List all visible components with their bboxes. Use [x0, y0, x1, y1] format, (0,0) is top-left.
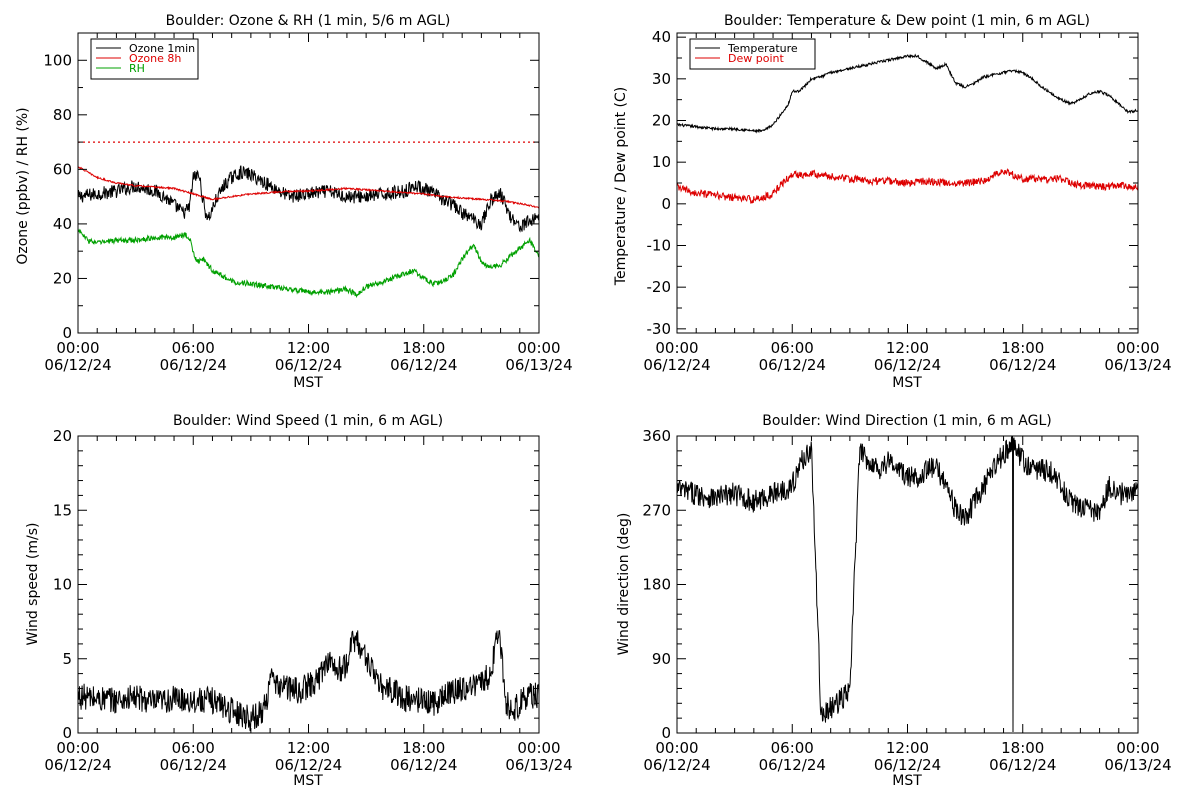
ozone-rh-xtick-time-label: 00:00	[56, 339, 99, 357]
wind-speed-plot-frame	[77, 435, 540, 734]
wind-direction-ytick-label: 180	[642, 576, 671, 594]
ozone-rh-xtick-time-label: 18:00	[402, 339, 445, 357]
wind-direction-xtick-date-label: 06/12/24	[759, 756, 826, 774]
wind-direction-xtick-time-label: 12:00	[886, 739, 929, 757]
temp-dew-ytick-label: 30	[652, 70, 671, 88]
temp-dew-panel: Boulder: Temperature & Dew point (1 min,…	[613, 13, 1172, 391]
ozone-rh-legend-label: RH	[129, 62, 145, 75]
temp-dew-ytick-label: 0	[661, 195, 671, 213]
wind-direction-xtick-time-label: 18:00	[1001, 739, 1044, 757]
ozone-rh-xtick-time-label: 00:00	[517, 339, 560, 357]
wind-direction-ytick-label: 270	[642, 501, 671, 519]
ozone-rh-series-1	[78, 166, 539, 209]
wind-direction-title: Boulder: Wind Direction (1 min, 6 m AGL)	[762, 413, 1051, 429]
ozone-rh-xtick-time-label: 12:00	[287, 339, 330, 357]
temp-dew-series-1	[677, 167, 1138, 204]
temp-dew-legend	[689, 38, 816, 70]
temp-dew-ytick-label: -20	[647, 278, 672, 296]
wind-speed-xtick-date-label: 06/12/24	[44, 756, 111, 774]
wind-direction-xtick-time-label: 00:00	[655, 739, 698, 757]
ozone-rh-ytick-label: 0	[62, 324, 72, 342]
ozone-rh-xlabel: MST	[293, 375, 323, 391]
ozone-rh-xtick-date-label: 06/12/24	[275, 356, 342, 374]
temp-dew-xtick-time-label: 18:00	[1001, 339, 1044, 357]
ozone-rh-ytick-label: 60	[53, 160, 72, 178]
wind-direction-ylabel: Wind direction (deg)	[616, 513, 632, 656]
wind-speed-xtick-date-label: 06/12/24	[390, 756, 457, 774]
temp-dew-ytick-label: 40	[652, 28, 671, 46]
ozone-rh-ytick-label: 20	[53, 269, 72, 287]
temp-dew-xtick-date-label: 06/12/24	[874, 356, 941, 374]
temp-dew-ylabel: Temperature / Dew point (C)	[613, 87, 629, 286]
wind-speed-ytick-label: 20	[53, 427, 72, 445]
ozone-rh-xtick-date-label: 06/13/24	[505, 356, 572, 374]
ozone-rh-legend-label: Ozone 1min	[129, 42, 195, 55]
wind-direction-xlabel: MST	[892, 773, 922, 789]
wind-speed-xlabel: MST	[293, 773, 323, 789]
wind-speed-xtick-time-label: 12:00	[287, 739, 330, 757]
temp-dew-xlabel: MST	[892, 375, 922, 391]
temp-dew-xtick-time-label: 06:00	[771, 339, 814, 357]
wind-speed-xtick-time-label: 18:00	[402, 739, 445, 757]
wind-speed-ytick-label: 0	[62, 724, 72, 742]
temp-dew-xtick-time-label: 00:00	[1116, 339, 1159, 357]
wind-direction-xtick-date-label: 06/12/24	[643, 756, 710, 774]
ozone-rh-ytick-label: 80	[53, 106, 72, 124]
temp-dew-xtick-time-label: 12:00	[886, 339, 929, 357]
temp-dew-series-0	[677, 53, 1138, 134]
temp-dew-ytick-label: -10	[647, 237, 672, 255]
ozone-rh-xtick-date-label: 06/12/24	[160, 356, 227, 374]
wind-direction-ytick-label: 90	[652, 650, 671, 668]
wind-direction-ytick-label: 0	[661, 724, 671, 742]
ozone-rh-panel: Boulder: Ozone & RH (1 min, 5/6 m AGL) M…	[15, 13, 573, 391]
ozone-rh-series-0	[78, 165, 539, 233]
ozone-rh-xtick-time-label: 06:00	[172, 339, 215, 357]
wind-direction-panel: Boulder: Wind Direction (1 min, 6 m AGL)…	[616, 413, 1172, 789]
temp-dew-xtick-date-label: 06/13/24	[1104, 356, 1171, 374]
wind-speed-xtick-date-label: 06/12/24	[275, 756, 342, 774]
wind-direction-ytick-label: 360	[642, 427, 671, 445]
temp-dew-xtick-time-label: 00:00	[655, 339, 698, 357]
wind-speed-xtick-date-label: 06/12/24	[160, 756, 227, 774]
temp-dew-ytick-label: 10	[652, 153, 671, 171]
ozone-rh-legend-label: Ozone 8h	[129, 52, 181, 65]
wind-speed-xtick-date-label: 06/13/24	[505, 756, 572, 774]
wind-speed-ylabel: Wind speed (m/s)	[25, 523, 41, 646]
temp-dew-xtick-date-label: 06/12/24	[989, 356, 1056, 374]
ozone-rh-series-2	[78, 228, 539, 299]
wind-speed-xtick-time-label: 00:00	[56, 739, 99, 757]
wind-direction-series-0	[677, 436, 1138, 733]
temp-dew-legend-label: Dew point	[728, 52, 784, 65]
ozone-rh-xtick-date-label: 06/12/24	[44, 356, 111, 374]
ozone-rh-ytick-label: 100	[43, 51, 72, 69]
wind-speed-series-0	[78, 630, 539, 732]
temp-dew-xtick-date-label: 06/12/24	[759, 356, 826, 374]
ozone-rh-title: Boulder: Ozone & RH (1 min, 5/6 m AGL)	[166, 13, 451, 29]
wind-speed-ytick-label: 10	[53, 576, 72, 594]
wind-speed-ytick-label: 15	[53, 501, 72, 519]
wind-direction-xtick-date-label: 06/13/24	[1104, 756, 1171, 774]
temp-dew-ytick-label: -30	[647, 320, 672, 338]
temp-dew-ytick-label: 20	[652, 112, 671, 130]
wind-speed-xtick-time-label: 06:00	[172, 739, 215, 757]
ozone-rh-xtick-date-label: 06/12/24	[390, 356, 457, 374]
wind-direction-xtick-time-label: 00:00	[1116, 739, 1159, 757]
ozone-rh-ytick-label: 40	[53, 215, 72, 233]
temp-dew-legend-label: Temperature	[727, 42, 798, 55]
ozone-rh-legend	[90, 38, 199, 80]
wind-speed-xtick-time-label: 00:00	[517, 739, 560, 757]
wind-speed-panel: Boulder: Wind Speed (1 min, 6 m AGL) MST…	[25, 413, 573, 789]
wind-direction-xtick-date-label: 06/12/24	[874, 756, 941, 774]
wind-direction-xtick-time-label: 06:00	[771, 739, 814, 757]
ozone-rh-ylabel: Ozone (ppbv) / RH (%)	[15, 107, 31, 264]
wind-speed-ytick-label: 5	[62, 650, 72, 668]
wind-speed-title: Boulder: Wind Speed (1 min, 6 m AGL)	[173, 413, 443, 429]
temp-dew-title: Boulder: Temperature & Dew point (1 min,…	[724, 13, 1090, 29]
wind-direction-xtick-date-label: 06/12/24	[989, 756, 1056, 774]
temp-dew-xtick-date-label: 06/12/24	[643, 356, 710, 374]
